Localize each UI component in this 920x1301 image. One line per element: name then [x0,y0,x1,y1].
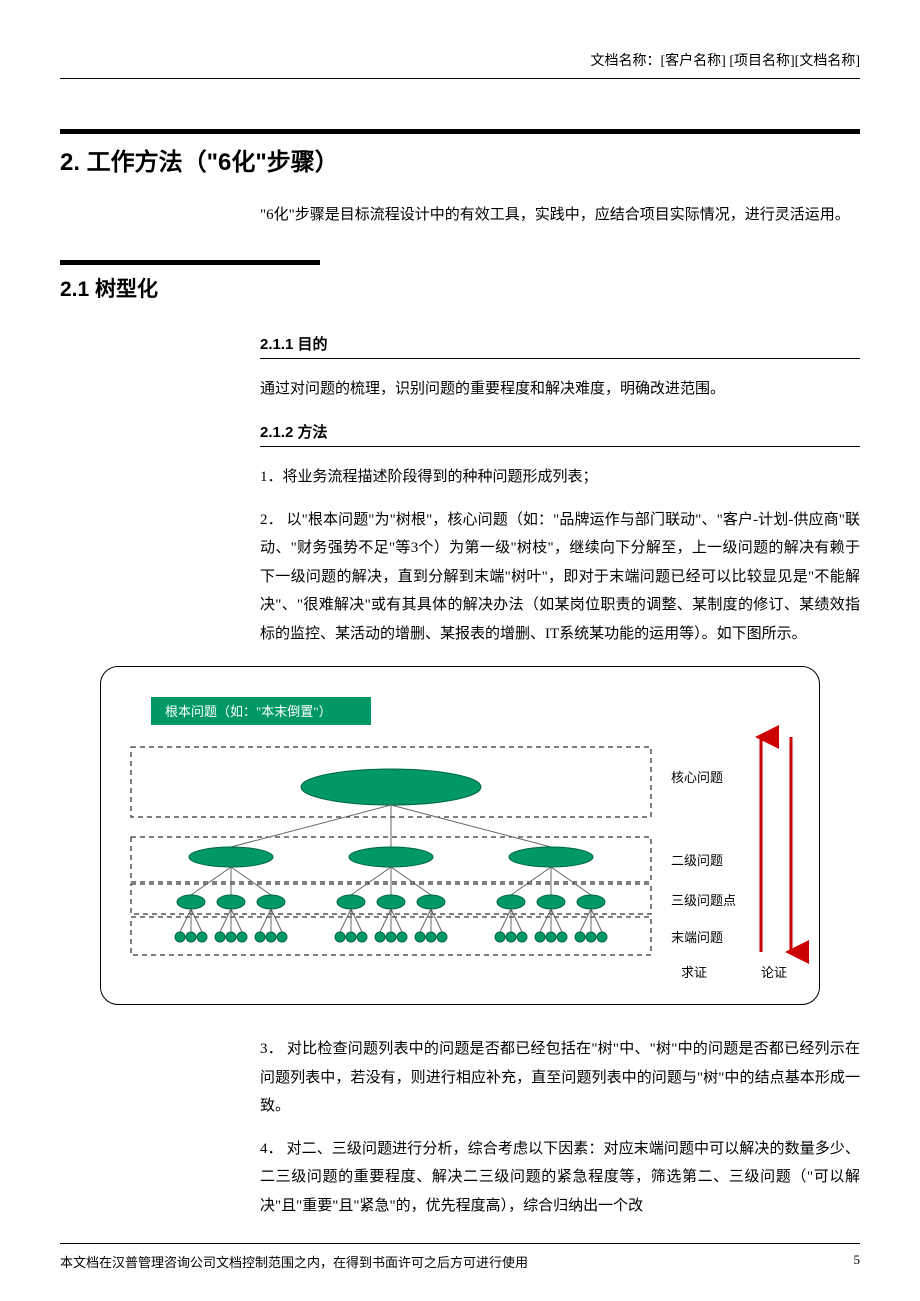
svg-text:核心问题: 核心问题 [671,770,723,785]
svg-text:二级问题: 二级问题 [671,853,723,868]
page: 文档名称：[客户名称] [项目名称][文档名称] 2. 工作方法（"6化"步骤）… [0,0,920,1301]
content-block-2: 3． 对比检查问题列表中的问题是否都已经包括在"树"中、"树"中的问题是否都已经… [260,1035,860,1220]
intro-paragraph: "6化"步骤是目标流程设计中的有效工具，实践中，应结合项目实际情况，进行灵活运用… [260,201,860,230]
svg-text:根本问题（如："本末倒置"）: 根本问题（如："本末倒置"） [165,704,332,719]
footer-text: 本文档在汉普管理咨询公司文档控制范围之内，在得到书面许可之后方可进行使用 [60,1252,528,1271]
section-heading: 2. 工作方法（"6化"步骤） [60,142,860,177]
svg-text:三级问题点: 三级问题点 [671,893,736,908]
footer: 本文档在汉普管理咨询公司文档控制范围之内，在得到书面许可之后方可进行使用 5 [60,1243,860,1271]
header: 文档名称：[客户名称] [项目名称][文档名称] [60,50,860,79]
svg-text:论证: 论证 [761,965,787,980]
tree-svg: 根本问题（如："本末倒置"） 核心问题二级问题三级问题点末端问题求证 论证 [121,687,821,987]
p-211-1: 通过对问题的梳理，识别问题的重要程度和解决难度，明确改进范围。 [260,375,860,404]
p-212-2: 2． 以"根本问题"为"树根"，核心问题（如："品牌运作与部门联动"、"客户-计… [260,506,860,649]
p-212-1: 1．将业务流程描述阶段得到的种种问题形成列表； [260,463,860,492]
h1-rule [60,129,860,134]
h3-211: 2.1.1 目的 [260,333,860,354]
h2-rule [60,260,320,265]
content-block: 2.1.1 目的 通过对问题的梳理，识别问题的重要程度和解决难度，明确改进范围。… [260,333,860,649]
h3-rule [260,358,860,359]
h3-rule [260,446,860,447]
subsection-heading: 2.1 树型化 [60,273,860,303]
svg-text:末端问题: 末端问题 [671,930,723,945]
tree-diagram: 根本问题（如："本末倒置"） 核心问题二级问题三级问题点末端问题求证 论证 [100,666,820,1005]
p-212-4: 4． 对二、三级问题进行分析，综合考虑以下因素：对应末端问题中可以解决的数量多少… [260,1135,860,1221]
header-doc-label: 文档名称：[客户名称] [项目名称][文档名称] [591,54,860,69]
p-212-3: 3． 对比检查问题列表中的问题是否都已经包括在"树"中、"树"中的问题是否都已经… [260,1035,860,1121]
svg-text:求证: 求证 [681,965,707,980]
h3-212: 2.1.2 方法 [260,421,860,442]
footer-page: 5 [854,1252,861,1271]
